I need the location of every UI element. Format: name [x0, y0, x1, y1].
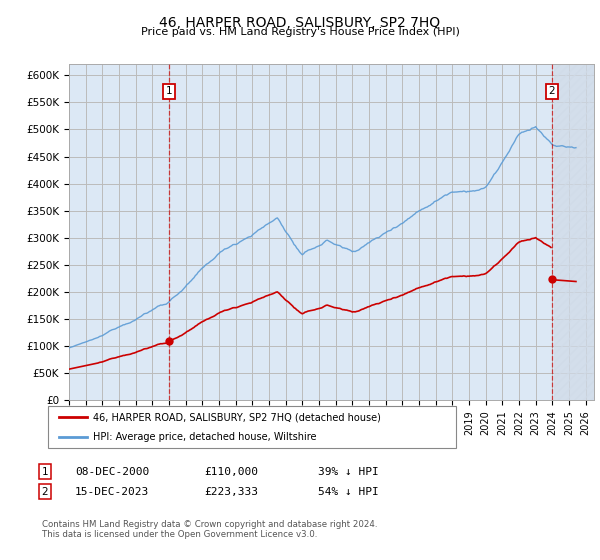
Text: HPI: Average price, detached house, Wiltshire: HPI: Average price, detached house, Wilt… — [93, 432, 317, 442]
Text: 39% ↓ HPI: 39% ↓ HPI — [318, 466, 379, 477]
Text: 2: 2 — [41, 487, 49, 497]
Text: 1: 1 — [166, 86, 172, 96]
Bar — [554, 64, 594, 400]
Text: 46, HARPER ROAD, SALISBURY, SP2 7HQ (detached house): 46, HARPER ROAD, SALISBURY, SP2 7HQ (det… — [93, 412, 381, 422]
Text: £110,000: £110,000 — [204, 466, 258, 477]
Text: Price paid vs. HM Land Registry's House Price Index (HPI): Price paid vs. HM Land Registry's House … — [140, 27, 460, 37]
Text: 46, HARPER ROAD, SALISBURY, SP2 7HQ: 46, HARPER ROAD, SALISBURY, SP2 7HQ — [160, 16, 440, 30]
Text: 1: 1 — [41, 466, 49, 477]
Text: 54% ↓ HPI: 54% ↓ HPI — [318, 487, 379, 497]
Text: Contains HM Land Registry data © Crown copyright and database right 2024.
This d: Contains HM Land Registry data © Crown c… — [42, 520, 377, 539]
Text: 08-DEC-2000: 08-DEC-2000 — [75, 466, 149, 477]
Text: 2: 2 — [548, 86, 555, 96]
Text: £223,333: £223,333 — [204, 487, 258, 497]
Bar — [554, 64, 594, 400]
Text: 15-DEC-2023: 15-DEC-2023 — [75, 487, 149, 497]
